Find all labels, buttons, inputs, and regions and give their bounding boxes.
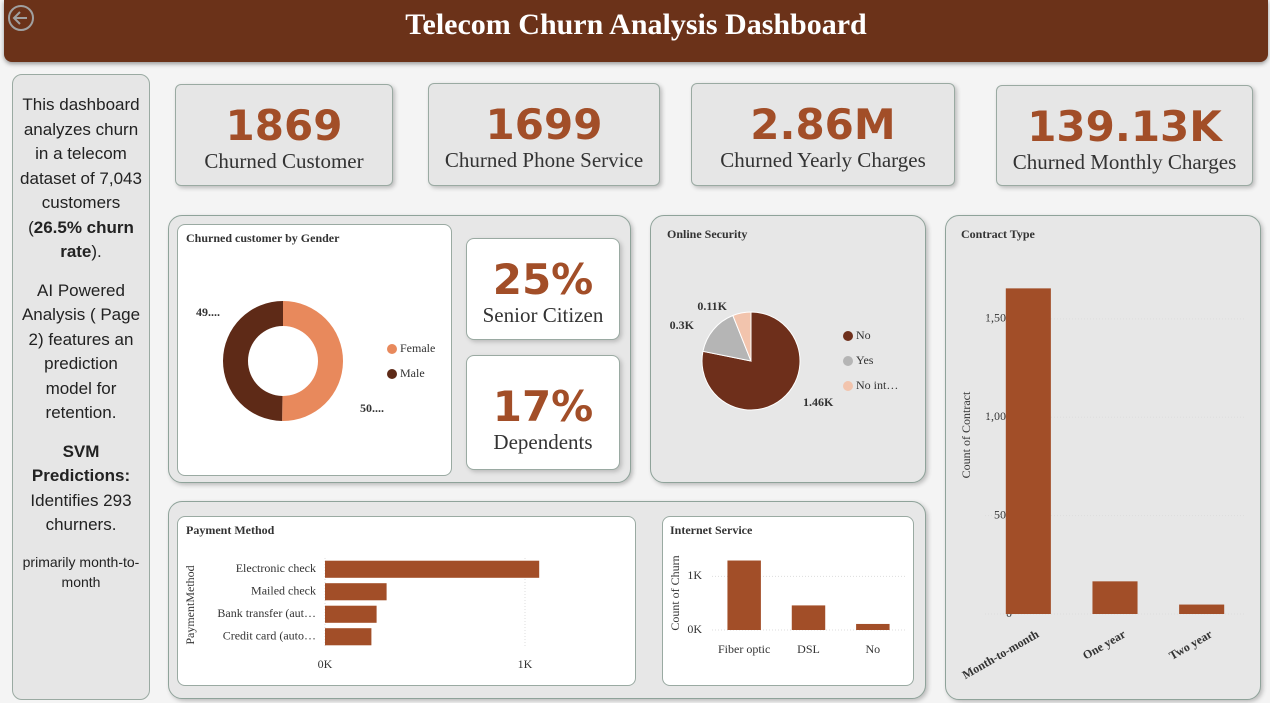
kpi-card: 1699 Churned Phone Service — [428, 83, 660, 186]
bar — [325, 560, 540, 578]
chart-title: Internet Service — [670, 523, 753, 537]
x-tick-label: Fiber optic — [718, 642, 770, 656]
kpi-value: 1869 — [225, 101, 343, 150]
bar — [1005, 288, 1051, 614]
paragraph: AI Powered Analysis ( Page 2) features a… — [21, 280, 141, 423]
kpi-label: Churned Phone Service — [444, 148, 644, 172]
kpi-card: 1869 Churned Customer — [175, 84, 393, 186]
text: SVM Predictions: — [31, 441, 131, 486]
legend-label: Male — [400, 366, 425, 380]
legend-label: Female — [400, 341, 435, 355]
kpi-value: 17% — [492, 382, 594, 431]
data-label: 50.... — [360, 401, 384, 415]
x-tick-label: Two year — [1166, 627, 1215, 663]
text: Identifies 293 churners. — [30, 490, 132, 535]
paragraph: SVM Predictions: Identifies 293 churners… — [19, 440, 143, 538]
slice — [282, 301, 344, 421]
chart-title: Churned customer by Gender — [186, 231, 340, 245]
kpi-label: Churned Customer — [204, 149, 364, 173]
y-tick-label: 1,000 — [985, 409, 1012, 423]
back-button[interactable] — [6, 3, 36, 33]
y-tick-label: Mailed check — [251, 584, 316, 598]
legend-label: No int… — [856, 378, 898, 392]
legend-label: Yes — [856, 353, 874, 367]
header: Telecom Churn Analysis Dashboard — [4, 0, 1268, 62]
data-label: 0.3K — [670, 318, 695, 332]
x-tick-label: 0K — [318, 657, 333, 671]
y-axis-label: Count of Contract — [959, 391, 973, 478]
y-tick-label: Credit card (auto… — [223, 629, 316, 643]
slice — [223, 301, 283, 421]
card — [662, 516, 914, 686]
sidebar: This dashboard analyzes churn in a telec… — [12, 74, 150, 700]
bar — [791, 605, 826, 630]
kpi-value: 139.13K — [1027, 102, 1222, 151]
paragraph: primarily month-to-month — [22, 553, 140, 590]
slice — [732, 311, 752, 362]
data-label: 0.11K — [697, 299, 727, 313]
kpi-card: 17% Dependents — [466, 355, 620, 470]
legend-marker — [387, 369, 397, 379]
y-tick-label: Bank transfer (aut… — [217, 606, 316, 620]
y-tick-label: 1,500 — [985, 311, 1012, 325]
kpi-card: 25% Senior Citizen — [466, 238, 620, 340]
y-tick-label: 1K — [687, 568, 702, 582]
legend-label: No — [856, 328, 871, 342]
bar — [325, 605, 377, 623]
bar — [1179, 604, 1225, 614]
y-tick-label: 0K — [687, 622, 702, 636]
kpi-card: 139.13K Churned Monthly Charges — [996, 85, 1253, 186]
kpi-value: 25% — [492, 255, 594, 304]
legend-marker — [843, 331, 853, 341]
kpi-label: Churned Monthly Charges — [1012, 150, 1237, 174]
data-label: 49.... — [196, 305, 220, 319]
kpi-label: Dependents — [493, 430, 593, 454]
y-axis-label: Count of Churn — [668, 555, 682, 630]
legend-marker — [843, 381, 853, 391]
chart-title: Online Security — [667, 227, 747, 241]
data-label: 1.46K — [803, 395, 834, 409]
x-tick-label: Month-to-month — [960, 627, 1042, 682]
title: Telecom Churn Analysis Dashboard — [405, 8, 867, 41]
x-tick-label: One year — [1080, 627, 1128, 663]
bar — [1092, 581, 1138, 614]
slice — [702, 314, 752, 362]
chart-title: Contract Type — [961, 227, 1036, 241]
legend-marker — [387, 344, 397, 354]
bar — [727, 560, 761, 630]
card — [177, 516, 636, 686]
text: 26.5% churn rate — [33, 217, 134, 262]
y-axis-label: PaymentMethod — [183, 565, 197, 644]
x-tick-label: 1K — [518, 657, 533, 671]
legend-marker — [843, 356, 853, 366]
kpi-value: 1699 — [485, 100, 603, 149]
kpi-label: Churned Yearly Charges — [720, 148, 926, 172]
text: This dashboard analyzes churn in a telec… — [20, 95, 142, 237]
paragraph: This dashboard analyzes churn in a telec… — [19, 93, 143, 265]
x-tick-label: DSL — [797, 642, 820, 656]
bar — [325, 583, 387, 601]
card — [177, 224, 452, 476]
bar — [325, 628, 372, 646]
panel — [945, 215, 1261, 700]
chart-title: Payment Method — [186, 523, 275, 537]
y-tick-label: Electronic check — [236, 561, 316, 575]
bar — [856, 623, 890, 630]
kpi-label: Senior Citizen — [482, 303, 604, 327]
x-tick-label: No — [865, 642, 880, 656]
text: ). — [91, 242, 102, 261]
kpi-card: 2.86M Churned Yearly Charges — [691, 83, 955, 186]
kpi-value: 2.86M — [750, 100, 896, 149]
